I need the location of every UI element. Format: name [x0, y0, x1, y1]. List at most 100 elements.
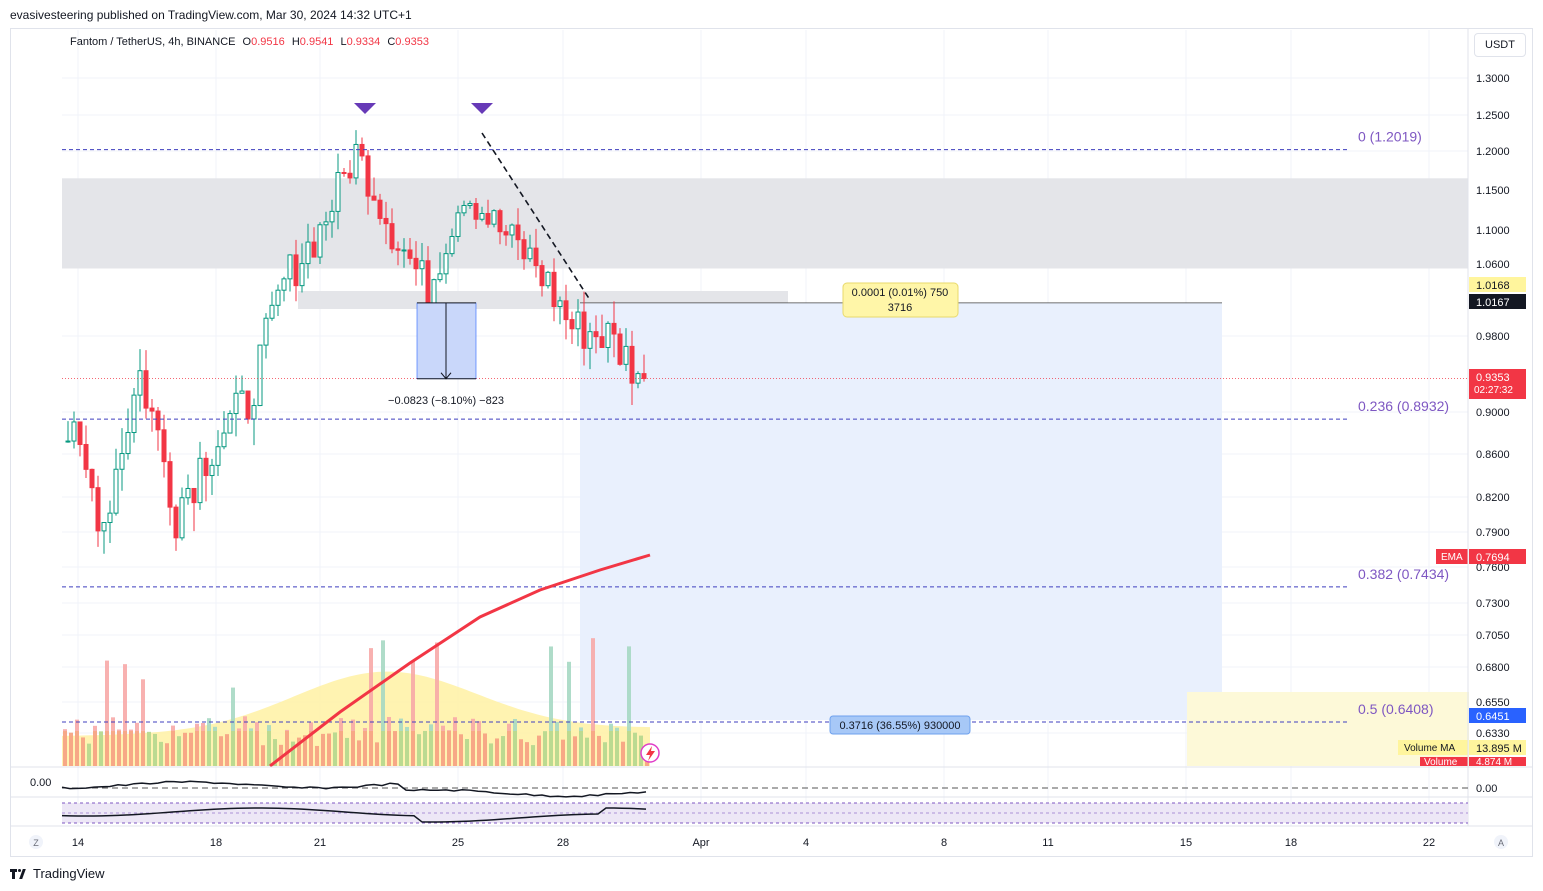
volume-bar-overlay — [399, 731, 403, 766]
candle-body — [407, 249, 413, 259]
candle-body — [293, 254, 299, 287]
volume-bar-overlay — [633, 732, 637, 766]
candle-body — [341, 171, 347, 174]
volume-bar-overlay — [225, 734, 229, 766]
measure-flat-box — [842, 282, 959, 318]
candle-body — [197, 457, 203, 504]
volume-bar-overlay — [105, 731, 109, 766]
candle-body — [203, 457, 209, 477]
candle-body — [77, 421, 83, 445]
volume-bar-overlay — [465, 739, 469, 766]
volume-bar — [381, 640, 385, 766]
candle-body — [509, 224, 515, 236]
y-axis-label: 1.3000 — [1476, 73, 1510, 85]
volume-bar-overlay — [177, 736, 181, 766]
candle-body — [593, 331, 599, 338]
y-axis-label: 0.6330 — [1476, 728, 1510, 740]
volume-bar-overlay — [591, 731, 595, 766]
candle-body — [473, 203, 479, 220]
volume-bar-overlay — [261, 745, 265, 766]
volume-bar-overlay — [423, 731, 427, 766]
volume-bar-overlay — [459, 734, 463, 766]
volume-bar-overlay — [243, 731, 247, 766]
volume-bar-overlay — [123, 731, 127, 766]
candle-body — [581, 311, 587, 349]
volume-bar-overlay — [489, 743, 493, 766]
legend-open-label: O — [242, 36, 252, 48]
candle-body — [305, 241, 311, 265]
volume-bar-overlay — [483, 733, 487, 766]
candle-body — [527, 247, 533, 260]
candle-body — [455, 212, 461, 237]
projection-box — [580, 302, 1222, 720]
volume-bar-overlay — [351, 731, 355, 766]
volume-bar-overlay — [507, 731, 511, 766]
candle-body — [503, 231, 509, 236]
volume-bar — [369, 648, 373, 766]
volume-bar-overlay — [213, 731, 217, 766]
candle-body — [557, 300, 563, 308]
volume-bar-overlay — [93, 731, 97, 766]
fib-label-3: 0.5 (0.6408) — [1358, 701, 1434, 717]
y-axis-label: 1.2500 — [1476, 110, 1510, 122]
auto-scale-icon: A — [1498, 838, 1504, 848]
candle-body — [641, 373, 647, 379]
volume-bar-overlay — [537, 735, 541, 766]
volume-bar-overlay — [561, 739, 565, 766]
candle-body — [533, 247, 539, 267]
x-axis-label: 22 — [1423, 837, 1435, 849]
candle-body — [491, 210, 497, 225]
candle-body — [569, 319, 575, 330]
volume-bar — [549, 646, 553, 766]
candle-body — [347, 172, 353, 179]
zoom-icon: Z — [33, 838, 39, 848]
volume-bar-overlay — [543, 731, 547, 766]
price-tag-flat: 1.0168 — [1476, 280, 1510, 292]
legend-symbol: Fantom / TetherUS, 4h, BINANCE — [70, 36, 236, 48]
candle-body — [125, 432, 131, 455]
volume-bar-overlay — [627, 731, 631, 766]
volume-bar-overlay — [447, 731, 451, 766]
candle-body — [401, 249, 407, 252]
volume-bar-overlay — [393, 731, 397, 766]
price-tag-flat-2: 1.0167 — [1476, 297, 1510, 309]
candle-body — [209, 464, 215, 477]
currency-button[interactable]: USDT — [1474, 33, 1526, 57]
candle-body — [167, 461, 173, 508]
candle-body — [611, 322, 617, 335]
y-axis-label: 0.8200 — [1476, 492, 1510, 504]
volume-bar-overlay — [525, 742, 529, 766]
tradingview-footer[interactable]: TradingView — [10, 866, 105, 881]
price-tag-last-bg — [1469, 369, 1526, 399]
candle-body — [137, 370, 143, 396]
volume-bar — [141, 679, 145, 766]
candle-body — [221, 432, 227, 448]
price-tag-last: 0.9353 — [1476, 372, 1510, 384]
alert-flash-glyph — [646, 746, 655, 761]
y-axis-label: 0.9800 — [1476, 331, 1510, 343]
fib-label-1: 0.236 (0.8932) — [1358, 398, 1449, 414]
volume-bar-overlay — [363, 731, 367, 766]
volume-bar-overlay — [357, 740, 361, 766]
price-tag-fib: 0.6451 — [1476, 711, 1510, 723]
y-axis-label: 1.0600 — [1476, 259, 1510, 271]
x-axis-label: Apr — [692, 837, 709, 849]
price-tag-flat-2-bg — [1469, 294, 1526, 309]
candle-body — [479, 212, 485, 220]
x-axis-label: 15 — [1180, 837, 1192, 849]
candle-body — [227, 413, 233, 434]
volume-bar-overlay — [87, 743, 91, 766]
volume-tag-label: Volume — [1424, 757, 1458, 768]
volume-bar-overlay — [453, 731, 457, 766]
volume-bar-overlay — [303, 735, 307, 766]
volume-bar-overlay — [63, 731, 67, 766]
volume-bar-overlay — [231, 731, 235, 766]
volume-bar-overlay — [171, 731, 175, 766]
candle-body — [281, 278, 287, 291]
projection-tooltip — [829, 715, 971, 735]
volume-ma-tag-value: 13.895 M — [1476, 743, 1522, 755]
fib-label-0: 0 (1.2019) — [1358, 129, 1422, 145]
volume-bar-overlay — [531, 745, 535, 766]
osc-value-right: 0.00 — [1476, 783, 1497, 795]
